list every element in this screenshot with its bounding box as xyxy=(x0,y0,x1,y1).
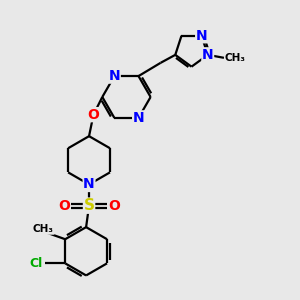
Text: N: N xyxy=(202,48,214,62)
Text: S: S xyxy=(84,198,94,213)
Text: N: N xyxy=(83,177,95,191)
Text: N: N xyxy=(109,69,120,83)
Text: N: N xyxy=(196,29,207,43)
Text: N: N xyxy=(133,111,144,125)
Text: O: O xyxy=(58,199,70,213)
Text: CH₃: CH₃ xyxy=(33,224,54,234)
Text: O: O xyxy=(88,108,99,122)
Text: CH₃: CH₃ xyxy=(225,53,246,63)
Text: O: O xyxy=(108,199,120,213)
Text: Cl: Cl xyxy=(30,257,43,270)
